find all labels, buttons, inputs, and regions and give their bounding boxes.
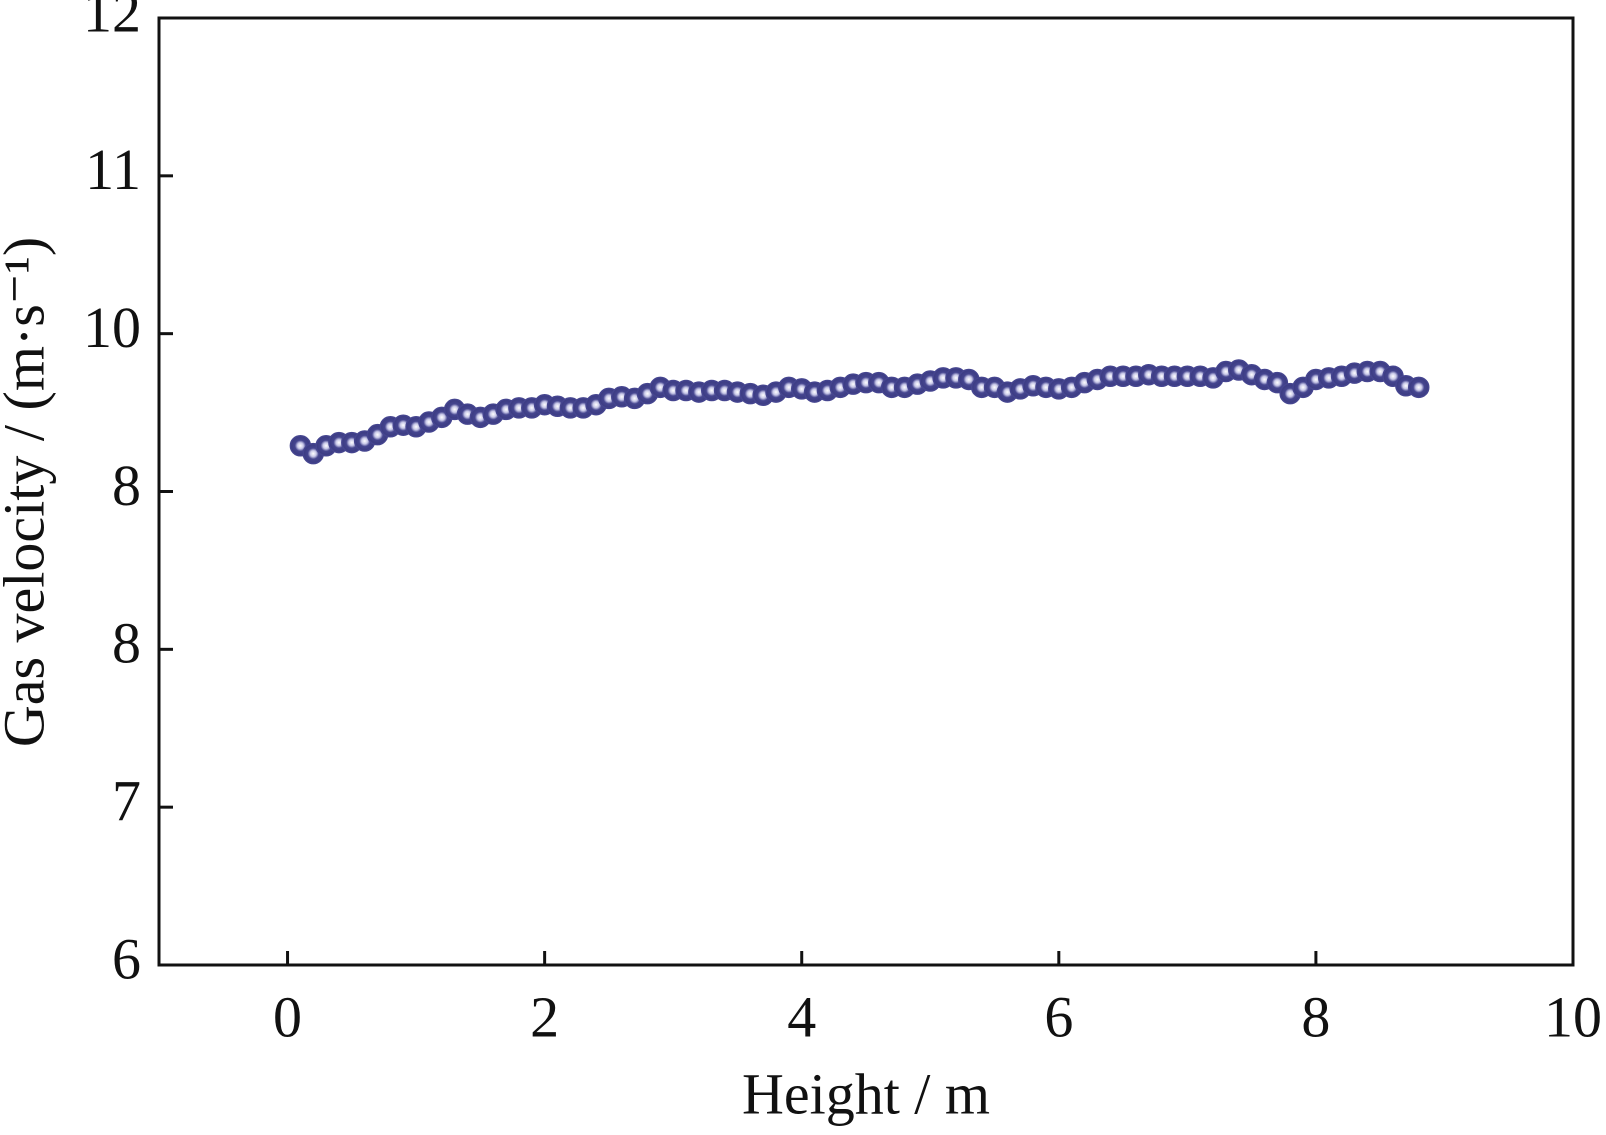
y-axis-label: Gas velocity / (m·s⁻¹) bbox=[0, 237, 56, 747]
x-tick-label: 10 bbox=[1544, 984, 1602, 1049]
plot-frame bbox=[157, 16, 1575, 967]
x-tick-label: 6 bbox=[1044, 984, 1073, 1049]
x-tick-label: 2 bbox=[530, 984, 559, 1049]
y-tick-label: 10 bbox=[83, 295, 141, 360]
y-tick-label: 12 bbox=[83, 0, 141, 44]
x-tick-label: 0 bbox=[273, 984, 302, 1049]
y-tick-label: 8 bbox=[112, 611, 141, 676]
x-tick-label: 4 bbox=[787, 984, 816, 1049]
y-tick-label: 7 bbox=[112, 768, 141, 833]
x-axis-label: Height / m bbox=[742, 1061, 990, 1126]
x-tick-label: 8 bbox=[1301, 984, 1330, 1049]
y-tick-label: 8 bbox=[112, 453, 141, 518]
y-tick-label: 6 bbox=[112, 926, 141, 991]
marker bbox=[1407, 376, 1430, 399]
y-tick-label: 11 bbox=[85, 137, 141, 202]
